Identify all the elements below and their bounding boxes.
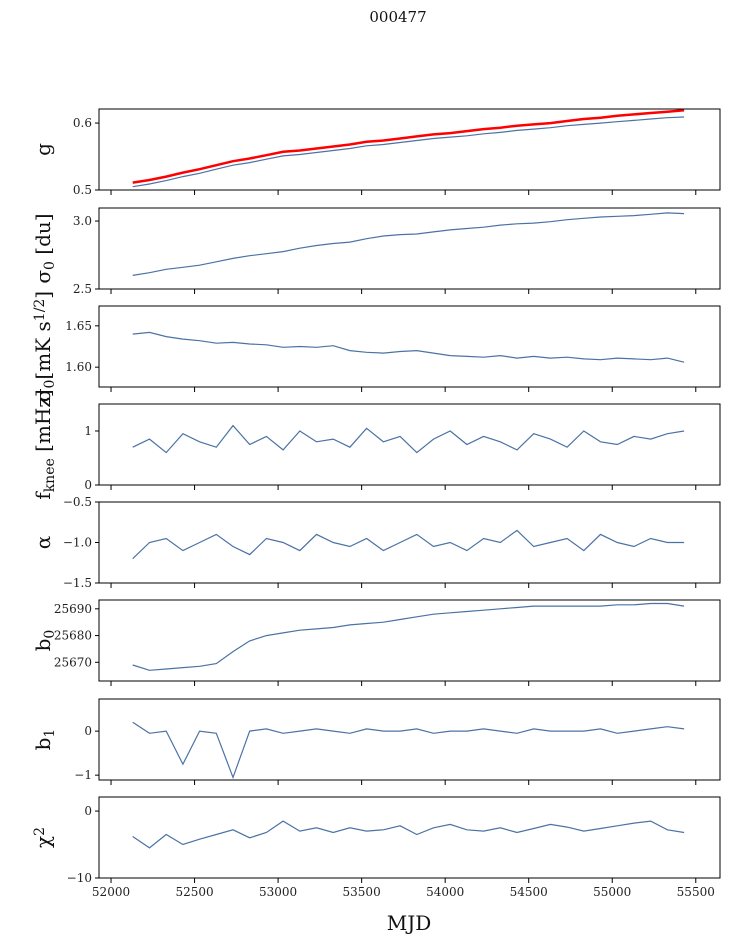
- series-line-alpha: [132, 529, 685, 560]
- series-line-sigma0-mK: [132, 331, 685, 363]
- y-tick-label: −1: [74, 768, 92, 782]
- x-axis-label: MJD: [387, 911, 432, 935]
- y-axis-label-part: f: [31, 491, 55, 500]
- x-tick-label: 55000: [593, 885, 631, 899]
- panel-b0: 25670 25680 25690 b0: [31, 599, 721, 686]
- y-axis-label-part: σ: [31, 388, 55, 402]
- series-line-g-reference: [132, 109, 685, 184]
- y-tick-label: 0.6: [73, 116, 92, 130]
- series-line-sigma0-du: [132, 212, 685, 276]
- y-tick-label: −0.5: [63, 495, 92, 509]
- x-tick-label: 53000: [259, 885, 297, 899]
- axes-frame: [98, 207, 721, 290]
- x-tick-label: 53500: [343, 885, 381, 899]
- y-axis-label-part: 2: [32, 827, 48, 836]
- y-tick-label: 0: [84, 804, 92, 818]
- series-line-b0: [132, 602, 685, 671]
- panel-g: 0.5 0.6 g: [31, 108, 721, 197]
- y-axis-label-part: [mK s: [31, 321, 55, 379]
- y-axis-label-part: [du]: [31, 213, 55, 261]
- y-axis-label-part: ]: [31, 291, 55, 299]
- y-tick-label: −1.5: [63, 576, 92, 590]
- y-tick-label: 1: [84, 424, 92, 438]
- y-tick-label: −1.0: [63, 536, 92, 550]
- series-line-g: [132, 116, 685, 188]
- y-tick-label: 0: [84, 724, 92, 738]
- axes-frame: [98, 108, 721, 191]
- y-axis-label-b0: b0: [31, 630, 58, 652]
- y-axis-label-part: 0: [42, 261, 58, 270]
- y-tick-label: 0: [84, 478, 92, 492]
- y-tick-label: 3.0: [73, 214, 92, 228]
- x-tick-label: 54000: [426, 885, 464, 899]
- y-axis-label-alpha: α: [31, 536, 55, 550]
- figure-title: 000477: [369, 8, 426, 26]
- axes-frame: [98, 796, 721, 879]
- panel-chi2: −10 0 52000 52500 53000 53500 54000 54500 55000 5…: [31, 796, 721, 899]
- y-axis-label-chi2: χ2: [31, 827, 55, 848]
- x-tick-label: 52500: [175, 885, 213, 899]
- y-tick-label: −10: [67, 871, 92, 885]
- y-axis-label-b1: b1: [31, 729, 58, 751]
- y-axis-label-part: 0: [42, 630, 58, 639]
- y-axis-label-fknee: fknee [mHz]: [31, 389, 58, 499]
- y-axis-label-part: b: [31, 639, 55, 652]
- panel-sigma0-mk: 1.60 1.65 σ0[mK s1/2]: [31, 291, 721, 402]
- series-line-chi2: [132, 820, 685, 849]
- panel-sigma0-du: 2.5 3.0 σ0 [du]: [31, 207, 721, 296]
- y-tick-label: 2.5: [73, 282, 92, 296]
- x-tick-label: 54500: [510, 885, 548, 899]
- y-axis-label-part: b: [31, 738, 55, 751]
- y-tick-label: 25680: [54, 629, 92, 643]
- axes-frame: [98, 305, 721, 388]
- y-axis-label-part: g: [31, 143, 55, 156]
- y-axis-label-part: 1/2: [32, 299, 48, 322]
- y-axis-label-part: χ: [31, 836, 55, 848]
- y-axis-label-part: α: [31, 536, 55, 550]
- y-axis-label-sigma0-mk: σ0[mK s1/2]: [31, 291, 58, 402]
- axes-frame: [98, 501, 721, 584]
- panel-alpha: −1.5 −1.0 −0.5 α: [31, 495, 721, 590]
- series-line-fknee: [132, 424, 685, 454]
- y-tick-label: 1.60: [65, 360, 92, 374]
- series-line-b1: [132, 721, 685, 780]
- y-tick-label: 25670: [54, 655, 92, 669]
- y-tick-label: 1.65: [65, 319, 92, 333]
- x-tick-label: 55500: [677, 885, 715, 899]
- y-axis-label-part: knee: [42, 458, 58, 492]
- axes-frame: [98, 599, 721, 682]
- axes-frame: [98, 698, 721, 781]
- y-axis-label-part: σ: [31, 270, 55, 284]
- y-axis-label-sigma0-du: σ0 [du]: [31, 213, 58, 283]
- panel-fknee: 0 1 fknee [mHz]: [31, 389, 721, 500]
- y-axis-label-part: 1: [42, 729, 58, 738]
- axes-frame: [98, 403, 721, 486]
- panel-b1: −1 0 b1: [31, 698, 721, 785]
- y-axis-label-part: [mHz]: [31, 389, 55, 458]
- y-tick-label: 25690: [54, 602, 92, 616]
- y-axis-label-part: 0: [42, 380, 58, 389]
- y-axis-label-g: g: [31, 143, 55, 156]
- y-tick-label: 0.5: [73, 183, 92, 197]
- x-tick-label: 52000: [92, 885, 130, 899]
